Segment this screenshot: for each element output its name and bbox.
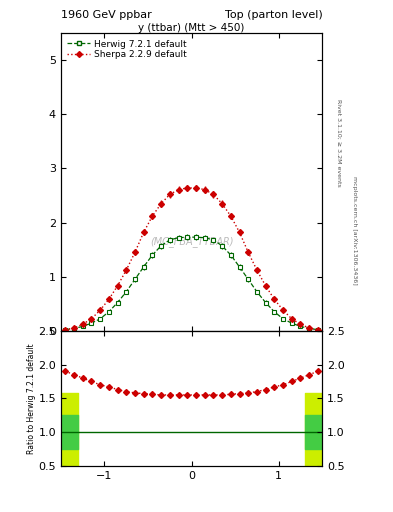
Legend: Herwig 7.2.1 default, Sherpa 2.2.9 default: Herwig 7.2.1 default, Sherpa 2.2.9 defau… [64, 36, 191, 63]
Text: Rivet 3.1.10; ≥ 3.2M events: Rivet 3.1.10; ≥ 3.2M events [336, 99, 341, 187]
Text: Top (parton level): Top (parton level) [224, 10, 322, 20]
Y-axis label: Ratio to Herwig 7.2.1 default: Ratio to Herwig 7.2.1 default [26, 343, 35, 454]
Title: y (ttbar) (Mtt > 450): y (ttbar) (Mtt > 450) [138, 23, 245, 32]
Text: 1960 GeV ppbar: 1960 GeV ppbar [61, 10, 152, 20]
Text: (MC_FBA_TTBAR): (MC_FBA_TTBAR) [150, 236, 233, 247]
Text: mcplots.cern.ch [arXiv:1306.3436]: mcplots.cern.ch [arXiv:1306.3436] [352, 176, 357, 285]
